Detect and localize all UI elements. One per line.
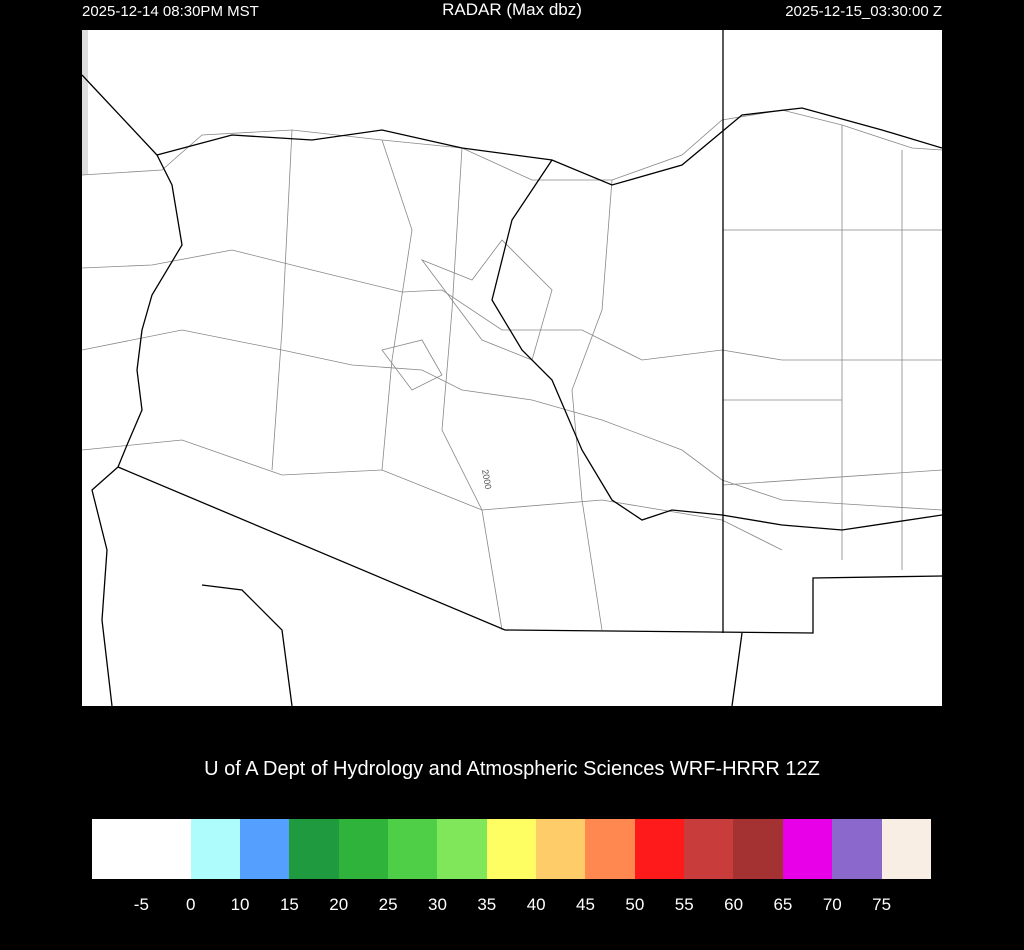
colorbar-label: 20 (329, 895, 349, 914)
colorbar-swatch (437, 819, 487, 879)
colorbar-label: 50 (625, 895, 645, 914)
colorbar-label: 0 (185, 895, 196, 914)
colorbar-swatch (881, 819, 931, 879)
colorbar-label: -5 (133, 895, 149, 914)
colorbar-labels: -5 0 10 15 20 25 30 35 40 45 50 55 60 65 70 75 (0, 895, 1024, 915)
colorbar-swatch (388, 819, 438, 879)
map-svg: 2000 (81, 30, 943, 707)
colorbar-label: 30 (428, 895, 447, 914)
colorbar (92, 819, 931, 879)
state-borders (81, 30, 943, 707)
colorbar-label: 55 (674, 895, 694, 914)
colorbar-swatch (536, 819, 586, 879)
colorbar-label: 35 (477, 895, 497, 914)
county-lines (81, 30, 943, 631)
colorbar-swatch (782, 819, 833, 879)
colorbar-label: 75 (872, 895, 892, 914)
contour-label: 2000 (480, 469, 493, 490)
colorbar-label: 60 (724, 895, 744, 914)
colorbar-swatch (338, 819, 389, 879)
colorbar-swatch (684, 819, 734, 879)
colorbar-label: 70 (822, 895, 842, 914)
local-time: 2025-12-14 08:30PM MST (82, 3, 259, 20)
colorbar-label: 40 (526, 895, 546, 914)
colorbar-swatch (289, 819, 339, 879)
map-edge (82, 30, 88, 175)
colorbar-label: 15 (279, 895, 299, 914)
colorbar-swatch (585, 819, 635, 879)
credit-text: U of A Dept of Hydrology and Atmospheric… (204, 758, 820, 780)
colorbar-label: 25 (378, 895, 398, 914)
colorbar-label: 65 (773, 895, 793, 914)
colorbar-swatch (634, 819, 685, 879)
colorbar-swatch (92, 819, 191, 879)
colorbar-swatch (486, 819, 537, 879)
colorbar-label: 10 (230, 895, 250, 914)
colorbar-swatch (240, 819, 290, 879)
utc-time: 2025-12-15_03:30:00 Z (785, 3, 942, 20)
colorbar-swatch (733, 819, 783, 879)
colorbar-swatch (832, 819, 882, 879)
colorbar-label: 45 (576, 895, 595, 914)
colorbar-swatch (190, 819, 241, 879)
radar-map: 2000 (81, 30, 943, 707)
chart-title: RADAR (Max dbz) (442, 0, 582, 19)
